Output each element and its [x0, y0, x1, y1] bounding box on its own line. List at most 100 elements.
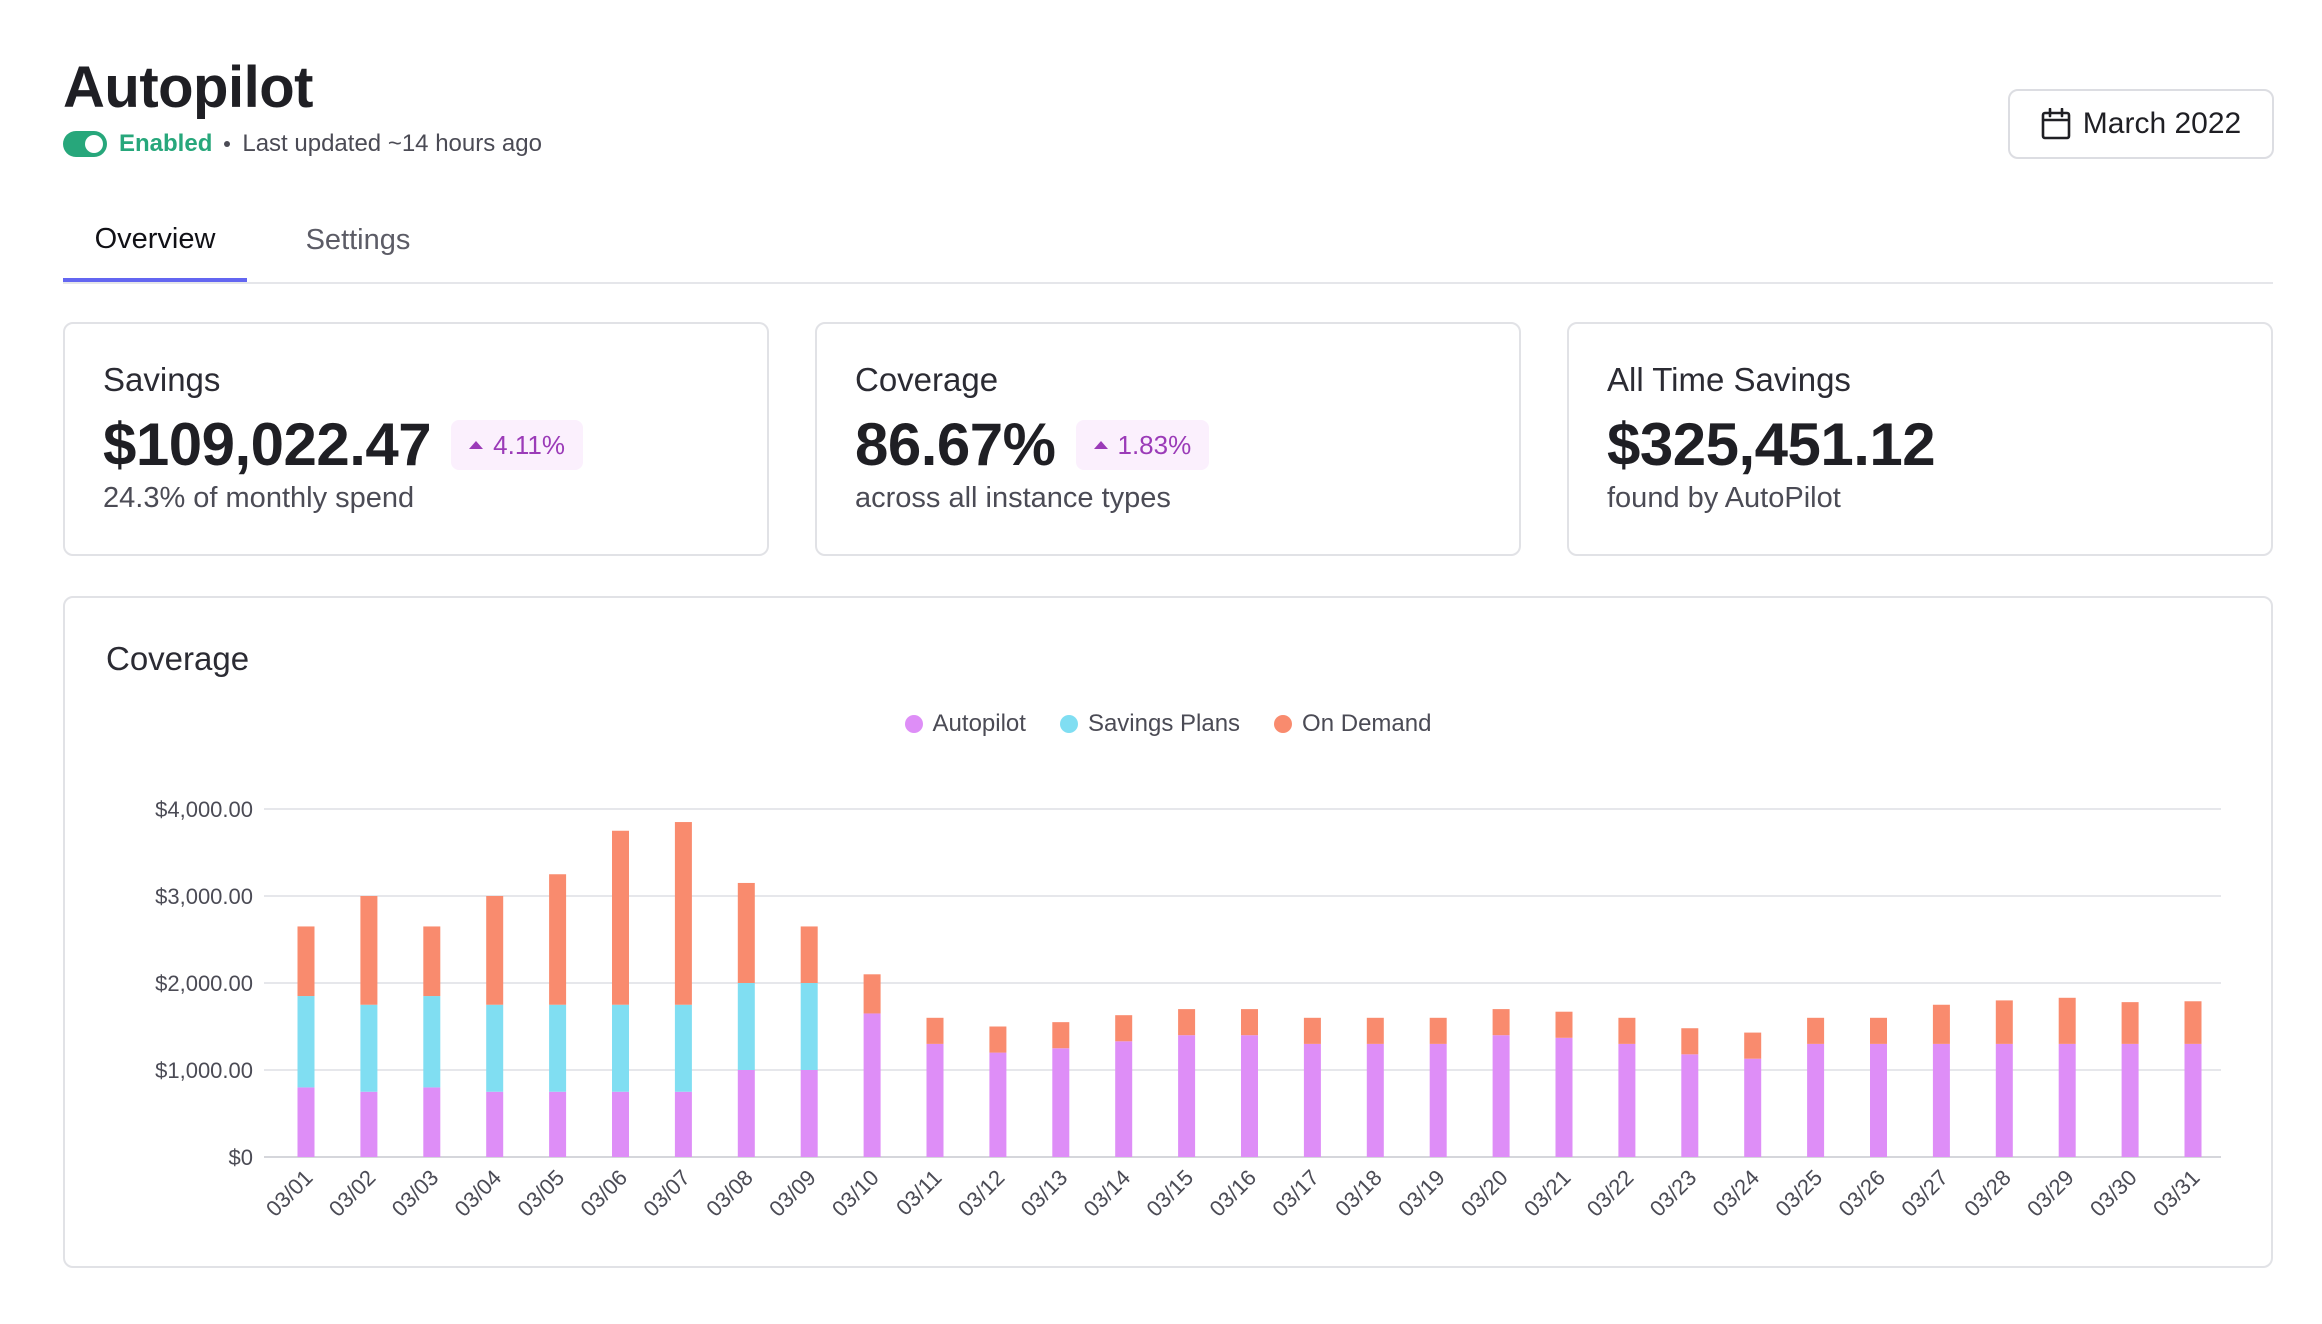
bar-on-demand[interactable]: [1870, 1017, 1887, 1044]
bar-autopilot[interactable]: [1241, 1035, 1258, 1157]
bar-on-demand[interactable]: [863, 974, 881, 1014]
bar-autopilot[interactable]: [800, 1070, 818, 1157]
x-tick-label: 03/16: [1204, 1165, 1261, 1222]
bar-autopilot[interactable]: [1366, 1043, 1384, 1157]
all-time-savings-label: All Time Savings: [1607, 361, 1851, 398]
bar-on-demand[interactable]: [1555, 1011, 1573, 1038]
bar-savings-plans[interactable]: [612, 1004, 629, 1092]
bar-autopilot[interactable]: [1052, 1048, 1070, 1157]
arrow-up-icon: [469, 441, 484, 449]
bar-on-demand[interactable]: [1807, 1017, 1825, 1044]
x-tick-label: 03/06: [575, 1165, 632, 1222]
x-tick-label: 03/08: [701, 1165, 758, 1222]
coverage-delta-badge: 1.83%: [1075, 420, 1210, 470]
bar-on-demand[interactable]: [1115, 1015, 1133, 1042]
x-tick-label: 03/09: [764, 1165, 821, 1222]
coverage-delta-value: 1.83%: [1117, 429, 1192, 460]
bar-on-demand[interactable]: [1932, 1004, 1950, 1044]
bar-autopilot[interactable]: [2184, 1043, 2202, 1157]
tab-overview[interactable]: Overview: [63, 200, 247, 282]
bar-autopilot[interactable]: [1744, 1058, 1762, 1157]
bar-on-demand[interactable]: [926, 1017, 944, 1044]
bar-autopilot[interactable]: [1932, 1043, 1950, 1157]
bar-on-demand[interactable]: [1995, 1000, 2013, 1044]
toggle-knob: [85, 135, 103, 153]
bar-autopilot[interactable]: [674, 1091, 692, 1157]
autopilot-toggle[interactable]: [63, 131, 107, 157]
bar-on-demand[interactable]: [989, 1026, 1007, 1053]
bar-on-demand[interactable]: [297, 926, 315, 997]
bar-savings-plans[interactable]: [423, 996, 441, 1088]
bar-autopilot[interactable]: [1492, 1035, 1510, 1157]
bar-autopilot[interactable]: [1681, 1054, 1699, 1157]
bar-on-demand[interactable]: [2184, 1001, 2202, 1044]
bar-autopilot[interactable]: [2121, 1043, 2139, 1157]
bar-autopilot[interactable]: [1995, 1043, 2013, 1157]
bar-autopilot[interactable]: [1618, 1043, 1636, 1157]
bar-autopilot[interactable]: [423, 1087, 441, 1157]
bar-autopilot[interactable]: [1807, 1043, 1825, 1157]
legend-item-savings-plans[interactable]: Savings Plans: [1059, 710, 1240, 738]
bar-on-demand[interactable]: [1429, 1017, 1447, 1044]
x-tick-label: 03/19: [1393, 1165, 1450, 1222]
bar-on-demand[interactable]: [674, 822, 692, 1005]
status-row: Enabled Last updated ~14 hours ago: [63, 130, 542, 158]
bar-on-demand[interactable]: [1052, 1022, 1070, 1049]
bar-on-demand[interactable]: [549, 874, 567, 1005]
bar-autopilot[interactable]: [863, 1013, 881, 1157]
bar-autopilot[interactable]: [1303, 1043, 1321, 1157]
bar-autopilot[interactable]: [1555, 1037, 1573, 1157]
bar-savings-plans[interactable]: [674, 1004, 692, 1092]
bar-on-demand[interactable]: [1618, 1017, 1636, 1044]
x-tick-label: 03/02: [324, 1165, 381, 1222]
bar-savings-plans[interactable]: [549, 1004, 567, 1092]
bar-autopilot[interactable]: [297, 1087, 315, 1157]
bar-on-demand[interactable]: [1492, 1009, 1510, 1036]
coverage-chart-card: $0 $1,000.00 $2,000.00 $3,000.00 $4,000.00 03…: [63, 596, 2273, 1268]
legend-item-on-demand[interactable]: On Demand: [1274, 710, 1431, 738]
legend-item-autopilot[interactable]: Autopilot: [904, 710, 1026, 738]
bar-savings-plans[interactable]: [737, 983, 755, 1070]
status-enabled-label: Enabled: [119, 130, 213, 157]
legend-swatch-on-demand: [1274, 715, 1293, 733]
bar-savings-plans[interactable]: [800, 983, 818, 1070]
bar-autopilot[interactable]: [1115, 1041, 1133, 1157]
y-tick-label: $4,000.00: [155, 797, 253, 822]
bar-on-demand[interactable]: [737, 882, 755, 983]
bar-autopilot[interactable]: [926, 1043, 944, 1157]
bar-autopilot[interactable]: [989, 1052, 1007, 1157]
bar-on-demand[interactable]: [1241, 1009, 1258, 1036]
tab-settings[interactable]: Settings: [305, 223, 411, 256]
bar-autopilot[interactable]: [360, 1091, 378, 1157]
bar-on-demand[interactable]: [1744, 1032, 1762, 1059]
bar-autopilot[interactable]: [1870, 1043, 1887, 1157]
bar-on-demand[interactable]: [800, 926, 818, 983]
bar-autopilot[interactable]: [1429, 1043, 1447, 1157]
bar-on-demand[interactable]: [1681, 1028, 1699, 1055]
bar-on-demand[interactable]: [1178, 1009, 1196, 1036]
bar-on-demand[interactable]: [1366, 1017, 1384, 1044]
bar-autopilot[interactable]: [1178, 1035, 1196, 1157]
bar-autopilot[interactable]: [549, 1091, 567, 1157]
bar-on-demand[interactable]: [2058, 997, 2076, 1044]
bar-autopilot[interactable]: [737, 1070, 755, 1157]
date-picker-button[interactable]: March 2022: [2008, 89, 2274, 159]
legend-swatch-savings-plans: [1059, 715, 1078, 733]
bar-on-demand[interactable]: [360, 896, 378, 1005]
bar-savings-plans[interactable]: [486, 1004, 504, 1092]
bar-on-demand[interactable]: [612, 830, 629, 1005]
bar-savings-plans[interactable]: [297, 996, 315, 1088]
bar-autopilot[interactable]: [486, 1091, 504, 1157]
bar-on-demand[interactable]: [1303, 1017, 1321, 1044]
bar-on-demand[interactable]: [486, 896, 504, 1005]
chart-title: Coverage: [106, 640, 250, 677]
bar-on-demand[interactable]: [423, 926, 441, 997]
bar-autopilot[interactable]: [612, 1091, 629, 1157]
bar-on-demand[interactable]: [2121, 1002, 2139, 1044]
x-tick-label: 03/11: [891, 1165, 946, 1220]
bar-savings-plans[interactable]: [360, 1004, 378, 1092]
x-tick-label: 03/13: [1016, 1165, 1073, 1222]
coverage-value: 86.67%: [855, 411, 1056, 478]
x-tick-label: 03/04: [450, 1165, 507, 1222]
bar-autopilot[interactable]: [2058, 1043, 2076, 1157]
